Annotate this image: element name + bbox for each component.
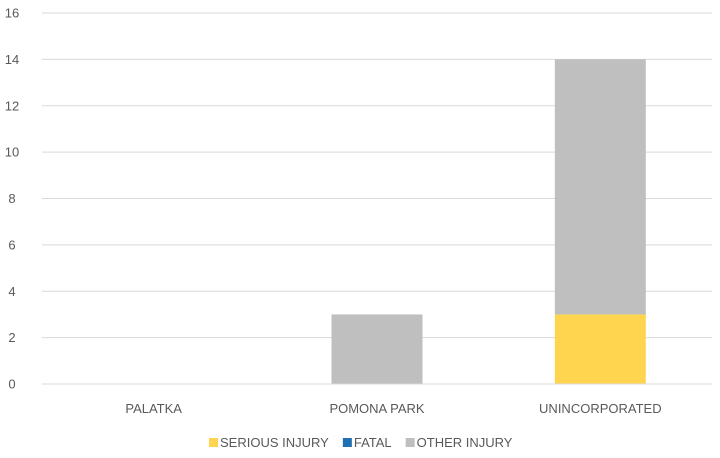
y-tick-label: 4 [8,284,15,299]
legend-swatch [342,438,352,447]
legend-swatch [405,438,415,447]
bar-series [331,59,646,384]
legend-swatch [209,438,218,447]
bar-other-injury-unincorporated [554,59,646,315]
legend-label: FATAL [354,435,392,450]
x-category-label: PALATKA [125,401,182,416]
y-axis-tick-labels: 0 2 4 6 8 10 12 14 16 [5,6,19,392]
bar-other-injury-pomona-park [331,314,423,384]
y-tick-label: 16 [5,6,19,21]
x-category-label: UNINCORPORATED [539,401,662,416]
y-tick-label: 2 [8,330,15,345]
y-tick-label: 14 [5,52,19,67]
y-tick-label: 0 [8,377,15,392]
y-tick-label: 8 [8,191,15,206]
gridlines [42,12,712,339]
x-category-label: POMONA PARK [329,401,424,416]
x-axis-category-labels: PALATKA POMONA PARK UNINCORPORATED [125,401,661,416]
legend-label: OTHER INJURY [417,435,513,450]
y-tick-label: 10 [5,145,19,160]
legend-label: SERIOUS INJURY [220,435,329,450]
legend: SERIOUS INJURY FATAL OTHER INJURY [209,435,513,450]
y-tick-label: 6 [8,237,15,252]
y-tick-label: 12 [5,98,19,113]
bar-serious-injury-unincorporated [554,314,646,384]
